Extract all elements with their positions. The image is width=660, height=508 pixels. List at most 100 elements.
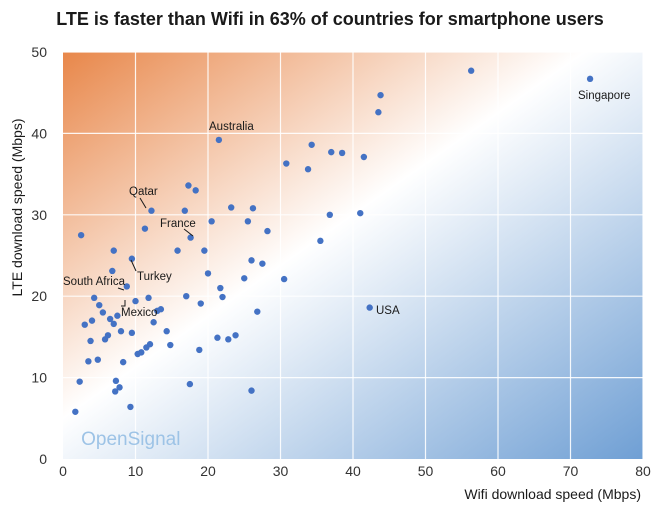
annotation-leader-line bbox=[117, 287, 125, 291]
data-point bbox=[201, 247, 208, 254]
annotation-label: Singapore bbox=[578, 90, 630, 102]
data-point bbox=[117, 328, 125, 335]
data-point bbox=[96, 301, 103, 309]
x-tick-label: 70 bbox=[563, 463, 579, 479]
data-point bbox=[328, 148, 335, 156]
data-point bbox=[197, 300, 204, 307]
x-tick-label: 80 bbox=[635, 463, 651, 479]
data-point bbox=[94, 356, 102, 363]
annotation-label: Australia bbox=[209, 121, 254, 133]
data-point bbox=[228, 204, 235, 211]
annotation-leader-line bbox=[130, 259, 137, 272]
data-point bbox=[326, 211, 333, 218]
data-point bbox=[132, 297, 139, 305]
data-point bbox=[338, 149, 346, 157]
data-point bbox=[127, 403, 134, 411]
annotation-label: South Africa bbox=[63, 276, 126, 288]
x-tick-label: 30 bbox=[273, 463, 289, 479]
data-point bbox=[77, 231, 85, 239]
annotation-label: Turkey bbox=[137, 271, 172, 283]
data-point bbox=[123, 283, 130, 290]
data-point bbox=[110, 320, 117, 328]
data-point bbox=[150, 319, 157, 326]
data-point bbox=[116, 384, 123, 391]
data-point bbox=[85, 358, 92, 365]
gridlines bbox=[63, 51, 644, 459]
data-point bbox=[163, 328, 170, 335]
data-point bbox=[377, 91, 384, 99]
annotation-leader-line bbox=[183, 228, 194, 237]
annotation-leader-line bbox=[139, 197, 147, 209]
data-point bbox=[357, 209, 364, 217]
data-point bbox=[157, 306, 165, 313]
x-tick-label: 40 bbox=[345, 463, 361, 479]
data-point bbox=[112, 388, 119, 395]
data-point bbox=[215, 136, 223, 144]
data-point bbox=[167, 341, 174, 349]
axis-ticks: 0 10 20 30 40 50 60 70 80 0 10 20 30 40 50 bbox=[31, 44, 651, 479]
data-point bbox=[360, 153, 368, 161]
data-point bbox=[308, 141, 315, 148]
data-point bbox=[366, 304, 373, 311]
annotation-leader-line bbox=[121, 300, 126, 307]
data-point bbox=[104, 332, 112, 339]
data-point bbox=[280, 275, 288, 283]
data-point bbox=[586, 75, 594, 83]
data-point bbox=[214, 334, 221, 341]
data-point bbox=[114, 312, 121, 319]
data-point bbox=[317, 237, 324, 245]
y-axis-label: LTE download speed (Mbps) bbox=[9, 119, 25, 297]
data-point bbox=[72, 408, 79, 415]
y-tick-label: 50 bbox=[31, 44, 47, 60]
data-point bbox=[138, 349, 145, 356]
data-point bbox=[174, 247, 181, 254]
data-point bbox=[254, 308, 261, 315]
annotation-label: USA bbox=[376, 305, 400, 317]
data-point bbox=[88, 317, 96, 324]
data-point bbox=[467, 67, 475, 74]
x-tick-label: 60 bbox=[490, 463, 506, 479]
data-point bbox=[232, 332, 239, 339]
annotation-label: Qatar bbox=[129, 186, 158, 198]
data-point bbox=[183, 293, 190, 300]
data-point bbox=[186, 380, 194, 388]
data-point bbox=[204, 270, 212, 277]
data-point bbox=[99, 309, 107, 316]
data-point bbox=[219, 293, 226, 301]
y-tick-label: 40 bbox=[31, 125, 47, 141]
data-point bbox=[217, 284, 224, 292]
data-point bbox=[128, 329, 136, 337]
x-tick-label: 20 bbox=[200, 463, 216, 479]
annotation-label: France bbox=[160, 218, 196, 230]
data-point bbox=[241, 275, 248, 282]
chart-title: LTE is faster than Wifi in 63% of countr… bbox=[56, 9, 604, 29]
data-point bbox=[208, 218, 215, 225]
data-point bbox=[141, 225, 149, 232]
data-point bbox=[375, 109, 382, 116]
data-points bbox=[72, 67, 594, 415]
data-point bbox=[106, 315, 114, 323]
data-point bbox=[196, 346, 203, 354]
data-point bbox=[304, 166, 312, 173]
data-point bbox=[112, 377, 120, 385]
data-point bbox=[76, 378, 83, 385]
data-point bbox=[248, 387, 255, 394]
data-point bbox=[109, 267, 116, 275]
data-point bbox=[148, 207, 155, 214]
data-point bbox=[249, 205, 257, 212]
data-point bbox=[283, 160, 290, 167]
data-point bbox=[81, 321, 88, 328]
x-tick-label: 50 bbox=[418, 463, 434, 479]
x-tick-label: 0 bbox=[59, 463, 67, 479]
data-point bbox=[259, 260, 266, 267]
data-point bbox=[264, 227, 271, 235]
x-axis-label: Wifi download speed (Mbps) bbox=[464, 486, 641, 502]
annotation-label: Mexico bbox=[121, 307, 157, 319]
data-point bbox=[244, 218, 252, 225]
y-tick-label: 10 bbox=[31, 370, 47, 386]
data-point bbox=[119, 358, 127, 366]
data-point bbox=[248, 257, 255, 264]
data-point bbox=[192, 187, 199, 194]
data-point bbox=[181, 207, 188, 214]
data-point bbox=[225, 336, 232, 343]
